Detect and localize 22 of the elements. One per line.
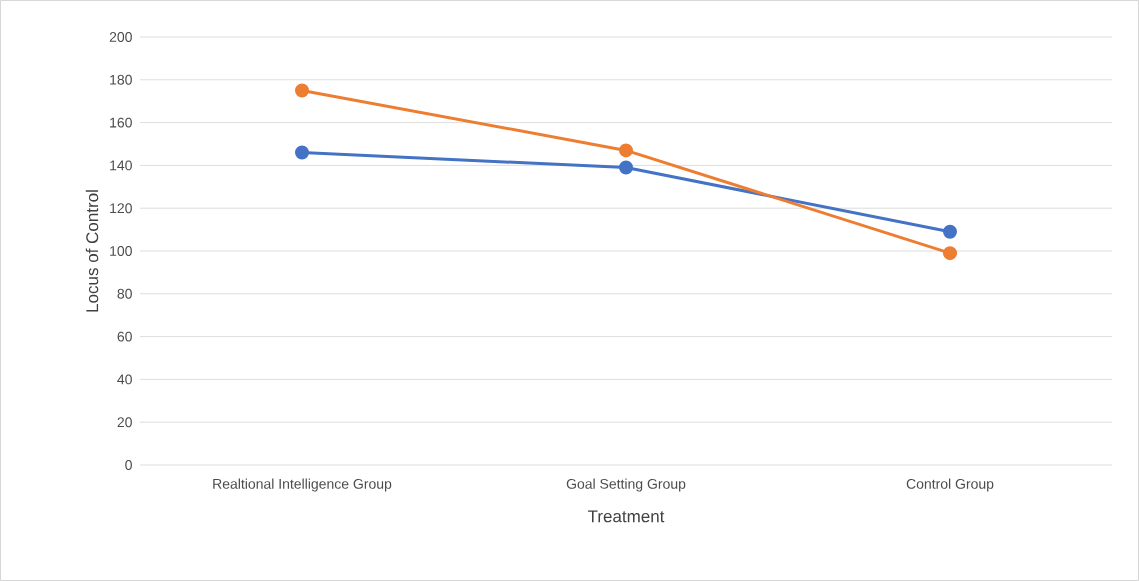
- point: [943, 246, 958, 261]
- y-tick-label: 160: [110, 117, 132, 128]
- y-tick-label: 60: [117, 331, 132, 342]
- y-tick-label: 180: [110, 74, 132, 85]
- point: [619, 160, 634, 175]
- point: [619, 143, 634, 158]
- x-axis-title: Treatment: [587, 510, 665, 523]
- y-tick-label: 200: [109, 32, 132, 42]
- y-tick-label: 0: [125, 460, 132, 470]
- x-tick-label: Goal Setting Group: [566, 478, 686, 492]
- x-tick-label: Control Group: [906, 478, 994, 492]
- y-tick-label: 140: [110, 160, 132, 171]
- y-tick-label: 120: [110, 203, 132, 214]
- y-tick-label: 40: [117, 374, 132, 385]
- point: [295, 83, 310, 98]
- y-tick-label: 80: [117, 288, 132, 299]
- y-axis-title: Locus of Control: [85, 190, 99, 312]
- y-tick-label: 20: [117, 417, 132, 428]
- point: [943, 224, 958, 239]
- x-tick-label: Realtional Intelligence Group: [213, 478, 392, 492]
- point: [295, 145, 310, 160]
- y-tick-label: 100: [110, 246, 132, 256]
